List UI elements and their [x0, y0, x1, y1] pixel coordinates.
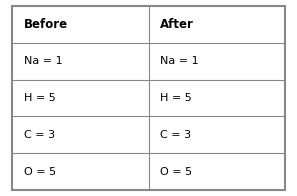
Text: C = 3: C = 3 — [160, 130, 192, 140]
Text: H = 5: H = 5 — [24, 93, 56, 103]
Text: C = 3: C = 3 — [24, 130, 55, 140]
Text: Na = 1: Na = 1 — [24, 56, 62, 66]
Text: Na = 1: Na = 1 — [160, 56, 199, 66]
Text: H = 5: H = 5 — [160, 93, 192, 103]
Text: O = 5: O = 5 — [160, 167, 192, 177]
Text: O = 5: O = 5 — [24, 167, 56, 177]
Text: After: After — [160, 18, 194, 31]
Text: Before: Before — [24, 18, 68, 31]
